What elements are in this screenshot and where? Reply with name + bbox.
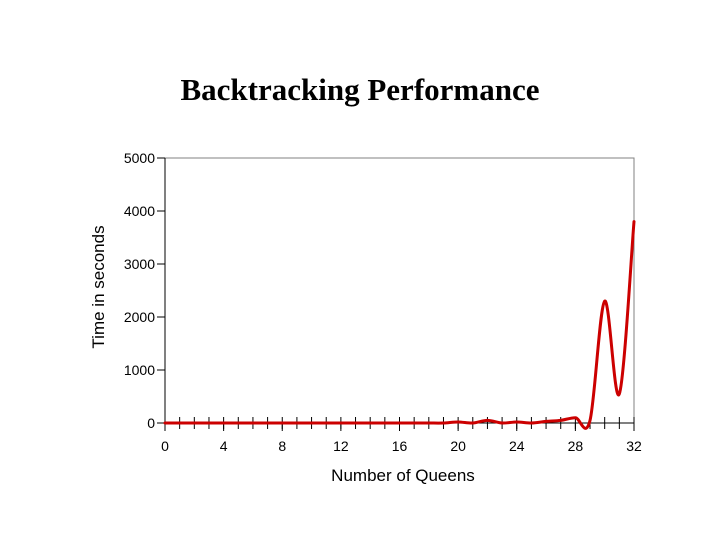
x-axis-label: Number of Queens — [331, 466, 475, 485]
x-tick-label: 32 — [626, 438, 642, 454]
plot-area — [164, 157, 635, 424]
chart-title: Backtracking Performance — [180, 72, 540, 107]
y-tick-label: 1000 — [124, 362, 155, 378]
x-tick-label: 20 — [450, 438, 466, 454]
x-tick-label: 12 — [333, 438, 349, 454]
x-tick-label: 24 — [509, 438, 525, 454]
x-tick-label: 0 — [161, 438, 169, 454]
y-tick-label: 5000 — [124, 150, 155, 166]
x-tick-label: 28 — [568, 438, 584, 454]
x-tick-label: 16 — [392, 438, 408, 454]
y-tick-label: 3000 — [124, 256, 155, 272]
y-axis-ticks: 0 1000 2000 3000 4000 5000 — [124, 150, 165, 431]
series-line — [163, 220, 636, 430]
y-tick-label: 0 — [147, 415, 155, 431]
x-tick-label: 8 — [278, 438, 286, 454]
x-axis-ticks: 0 4 8 12 16 20 24 28 32 — [161, 423, 642, 454]
y-tick-label: 2000 — [124, 309, 155, 325]
y-axis-label: Time in seconds — [89, 225, 108, 348]
y-tick-label: 4000 — [124, 203, 155, 219]
x-tick-label: 4 — [220, 438, 228, 454]
